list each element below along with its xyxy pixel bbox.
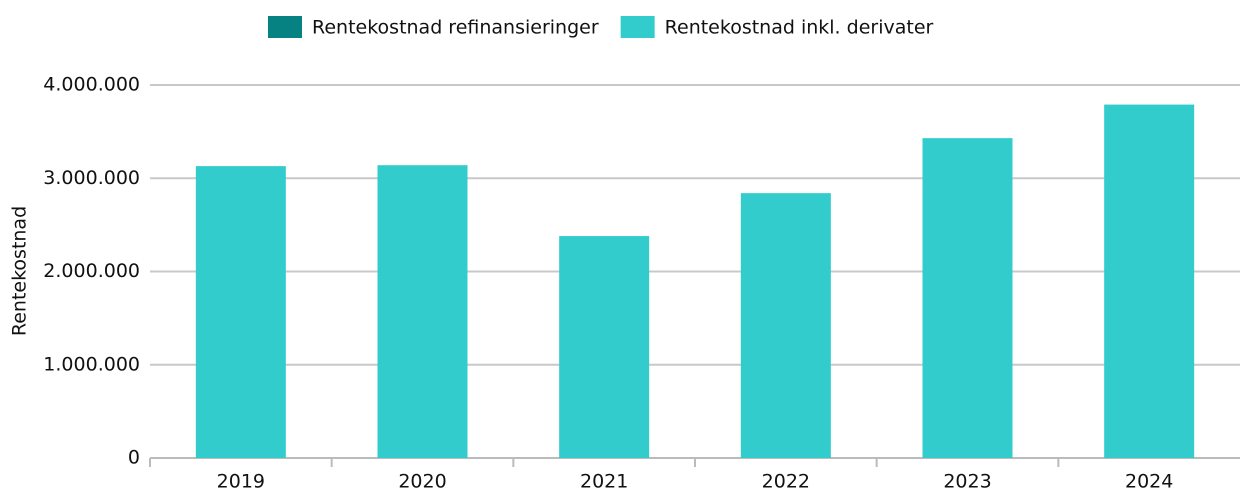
bar	[559, 236, 650, 458]
y-tick-label: 0	[128, 447, 140, 469]
legend-label: Rentekostnad refinansieringer	[312, 17, 599, 39]
x-tick-label: 2020	[398, 471, 446, 490]
y-axis-label: Rentekostnad	[9, 206, 31, 336]
bar	[740, 193, 831, 459]
legend-label: Rentekostnad inkl. derivater	[665, 17, 934, 39]
y-tick-label: 1.000.000	[43, 353, 140, 375]
x-tick-label: 2021	[580, 471, 628, 490]
x-tick-label: 2019	[217, 471, 265, 490]
x-tick-label: 2022	[762, 471, 810, 490]
y-tick-label: 4.000.000	[43, 74, 140, 96]
bar	[195, 166, 286, 458]
y-tick-label: 2.000.000	[43, 260, 140, 282]
legend-swatch	[620, 16, 655, 38]
bar	[922, 138, 1013, 458]
bar	[1104, 104, 1195, 459]
legend-swatch	[268, 16, 302, 38]
y-tick-label: 3.000.000	[43, 167, 140, 189]
x-tick-label: 2023	[943, 471, 991, 490]
x-tick-label: 2024	[1125, 471, 1173, 490]
bar	[377, 165, 468, 458]
